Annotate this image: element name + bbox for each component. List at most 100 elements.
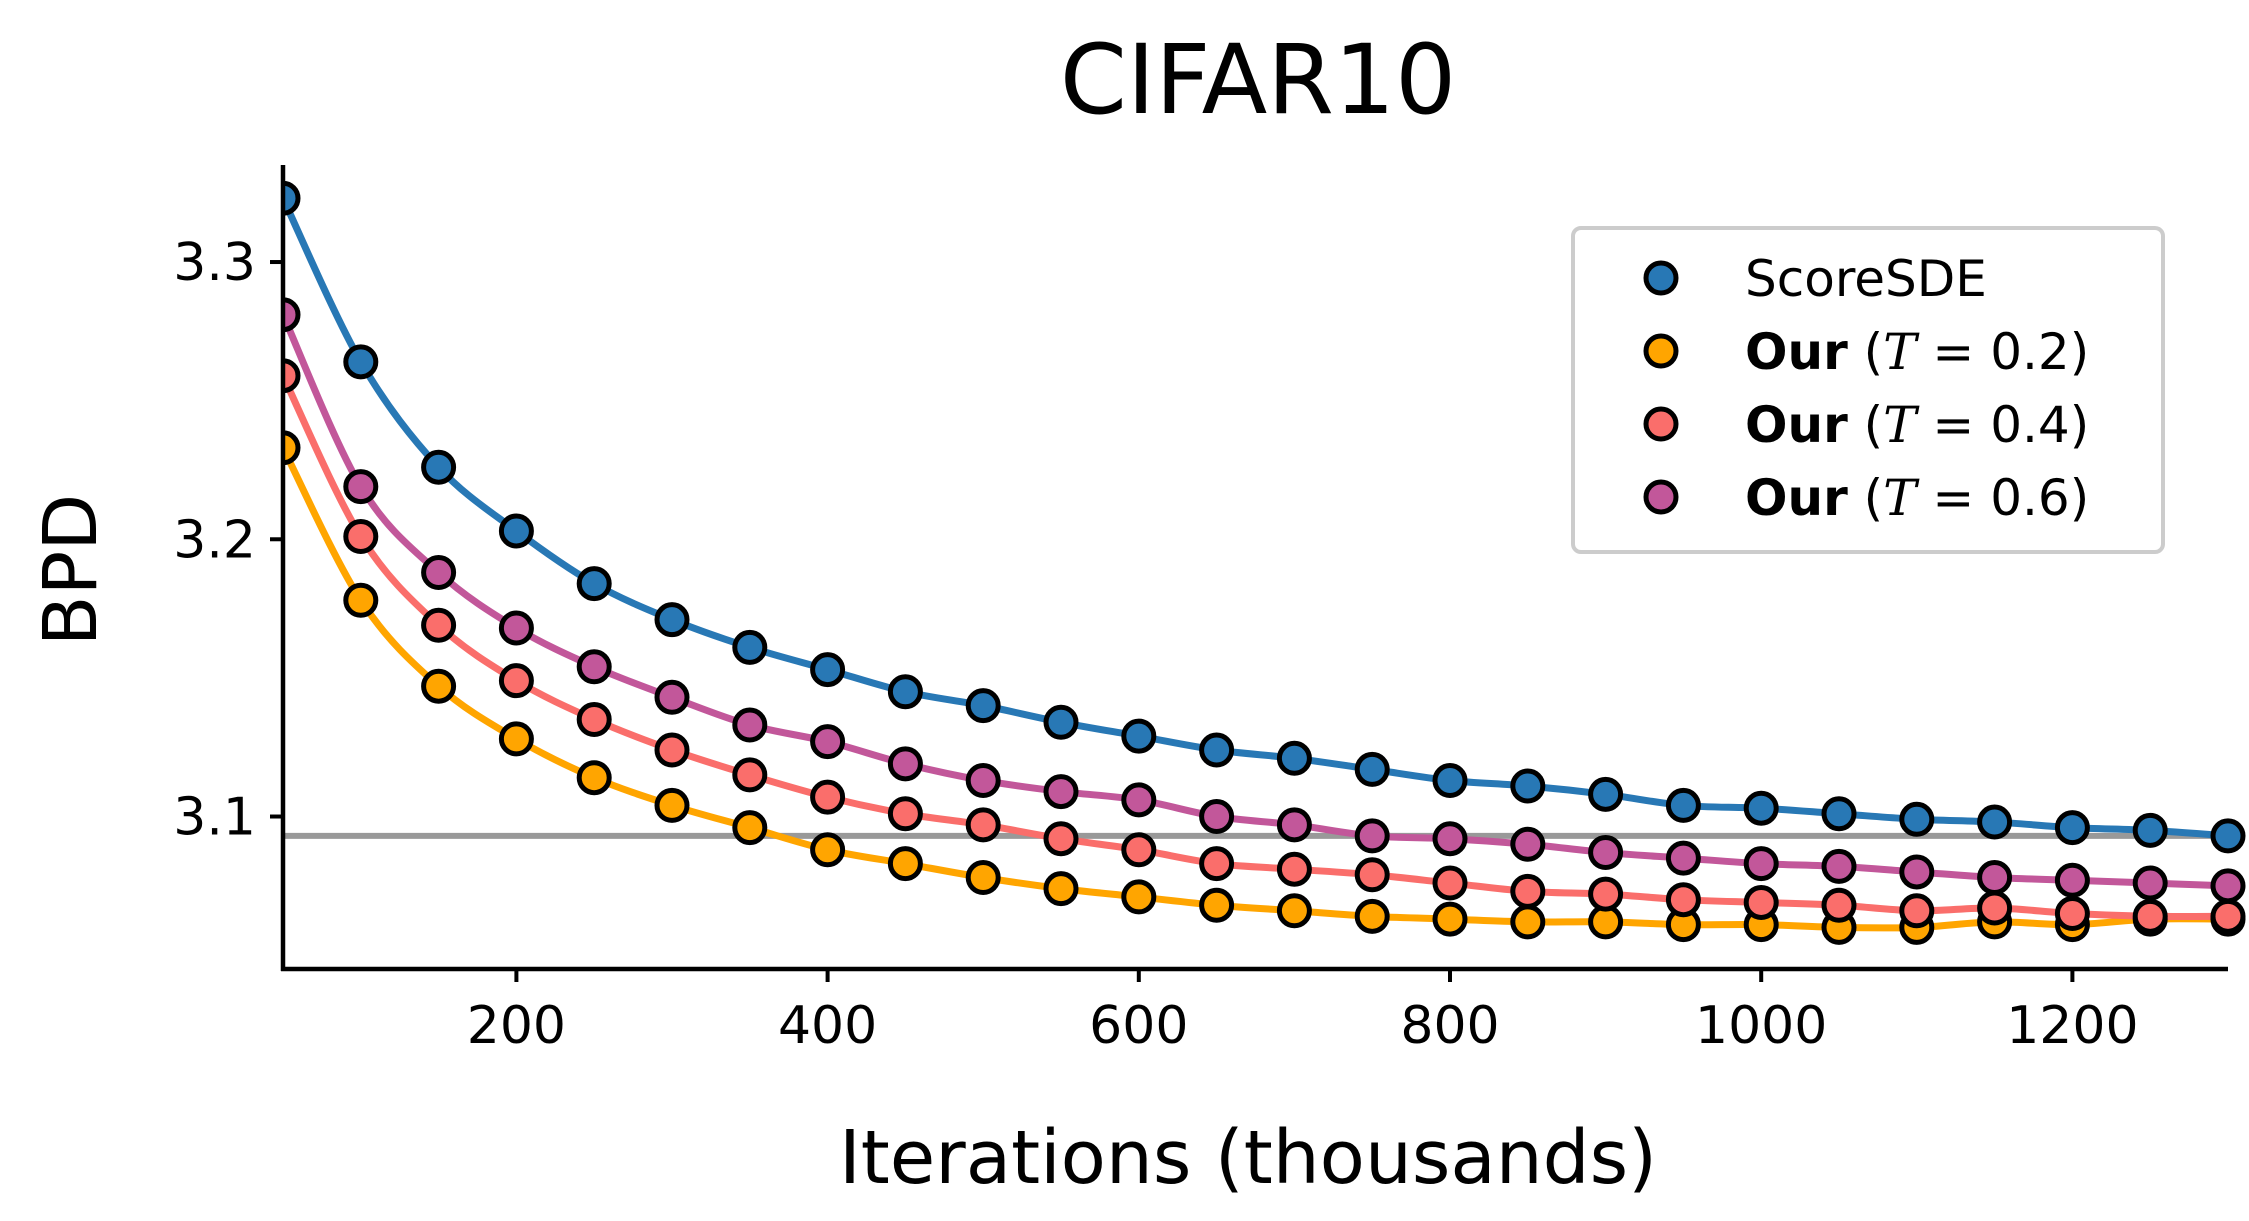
- data-point-s0-3: [498, 513, 534, 549]
- data-point-s1-2: [421, 668, 457, 704]
- legend-marker-1: [1643, 333, 1679, 369]
- data-point-s0-15: [1432, 762, 1468, 798]
- data-point-s0-8: [887, 674, 923, 710]
- x-tick-label-4: 1000: [1695, 996, 1827, 1056]
- data-point-s2-22: [1977, 890, 2013, 926]
- legend-label-part-0-1: ScoreSDE: [1745, 250, 1987, 308]
- legend-label-part-1-2: T: [1883, 323, 1920, 381]
- data-point-s0-24: [2132, 812, 2168, 848]
- legend-label-part-3-0: Our: [1745, 469, 1848, 527]
- data-point-s0-19: [1743, 790, 1779, 826]
- data-point-s3-1: [343, 469, 379, 505]
- data-point-s3-2: [421, 555, 457, 591]
- data-point-s2-2: [421, 607, 457, 643]
- data-point-s2-8: [887, 796, 923, 832]
- data-point-s1-11: [1121, 879, 1157, 915]
- data-point-s3-13: [1276, 807, 1312, 843]
- x-tick-label-2: 600: [1089, 996, 1188, 1056]
- data-point-s2-15: [1432, 865, 1468, 901]
- data-point-s1-5: [654, 787, 690, 823]
- x-tick-label-0: 200: [467, 996, 566, 1056]
- legend-label-part-3-3: = 0.6): [1917, 469, 2090, 527]
- data-point-s1-8: [887, 846, 923, 882]
- data-point-s1-9: [965, 860, 1001, 896]
- data-point-s3-10: [1043, 774, 1079, 810]
- legend-label-part-3-1: (: [1848, 469, 1883, 527]
- data-point-s2-24: [2132, 898, 2168, 934]
- data-point-s2-3: [498, 663, 534, 699]
- legend-marker-3: [1643, 479, 1679, 515]
- data-point-s1-3: [498, 721, 534, 757]
- data-point-s3-4: [576, 649, 612, 685]
- data-point-s3-17: [1588, 835, 1624, 871]
- data-point-s0-10: [1043, 704, 1079, 740]
- data-point-s3-9: [965, 762, 1001, 798]
- data-point-s0-9: [965, 688, 1001, 724]
- data-point-s2-13: [1276, 851, 1312, 887]
- data-point-s0-1: [343, 344, 379, 380]
- data-point-s3-12: [1199, 799, 1235, 835]
- data-point-s2-25: [2210, 898, 2246, 934]
- legend-label-part-2-0: Our: [1745, 396, 1848, 454]
- data-point-s3-21: [1899, 854, 1935, 890]
- data-point-s0-14: [1354, 751, 1390, 787]
- data-point-s0-21: [1899, 801, 1935, 837]
- data-point-s2-4: [576, 701, 612, 737]
- data-point-s2-0: [283, 358, 301, 394]
- data-point-s3-25: [2210, 868, 2246, 904]
- data-point-s1-0: [283, 430, 301, 466]
- data-point-s0-12: [1199, 732, 1235, 768]
- x-tick-label-1: 400: [778, 996, 877, 1056]
- data-point-s3-19: [1743, 846, 1779, 882]
- data-point-s3-5: [654, 679, 690, 715]
- data-point-s2-16: [1510, 873, 1546, 909]
- legend-label-part-3-2: T: [1883, 469, 1920, 527]
- data-point-s0-17: [1588, 776, 1624, 812]
- data-point-s2-17: [1588, 876, 1624, 912]
- data-point-s2-1: [343, 519, 379, 555]
- data-point-s0-25: [2210, 818, 2246, 854]
- x-tick-label-3: 800: [1400, 996, 1499, 1056]
- data-point-s0-4: [576, 566, 612, 602]
- y-tick-label-0: 3.1: [173, 788, 256, 848]
- legend-label-part-1-0: Our: [1745, 323, 1848, 381]
- y-tick-label-2: 3.3: [173, 233, 256, 293]
- x-tick-label-5: 1200: [2006, 996, 2138, 1056]
- data-point-s3-15: [1432, 821, 1468, 857]
- chart-title: CIFAR10: [1060, 24, 1456, 136]
- data-point-s2-19: [1743, 884, 1779, 920]
- data-point-s2-11: [1121, 832, 1157, 868]
- legend-label-part-2-1: (: [1848, 396, 1883, 454]
- data-point-s3-0: [283, 297, 301, 333]
- data-point-s2-23: [2054, 896, 2090, 932]
- data-point-s1-4: [576, 760, 612, 796]
- data-point-s3-16: [1510, 826, 1546, 862]
- data-point-s0-16: [1510, 768, 1546, 804]
- legend-box: [1571, 226, 2165, 554]
- data-point-s1-16: [1510, 904, 1546, 940]
- data-point-s3-22: [1977, 860, 2013, 896]
- data-point-s0-7: [810, 652, 846, 688]
- y-tick-label-1: 3.2: [173, 510, 256, 570]
- data-point-s2-6: [732, 757, 768, 793]
- data-point-s0-0: [283, 180, 301, 216]
- data-point-s0-6: [732, 629, 768, 665]
- data-point-s0-23: [2054, 810, 2090, 846]
- data-point-s1-12: [1199, 887, 1235, 923]
- data-point-s2-7: [810, 779, 846, 815]
- legend-label-part-1-1: (: [1848, 323, 1883, 381]
- data-point-s0-20: [1821, 796, 1857, 832]
- data-point-s1-14: [1354, 898, 1390, 934]
- data-point-s3-3: [498, 610, 534, 646]
- legend-label-3: Our (T = 0.6): [1745, 469, 2089, 527]
- legend-label-1: Our (T = 0.2): [1745, 323, 2089, 381]
- data-point-s3-6: [732, 707, 768, 743]
- data-point-s0-22: [1977, 804, 2013, 840]
- legend-marker-0: [1643, 260, 1679, 296]
- data-point-s2-10: [1043, 821, 1079, 857]
- plot-area: 200 400 600 800 1000 1200 3.1 3.2 3.3: [173, 165, 2246, 1056]
- legend-label-part-1-3: = 0.2): [1917, 323, 2090, 381]
- data-point-s0-18: [1665, 787, 1701, 823]
